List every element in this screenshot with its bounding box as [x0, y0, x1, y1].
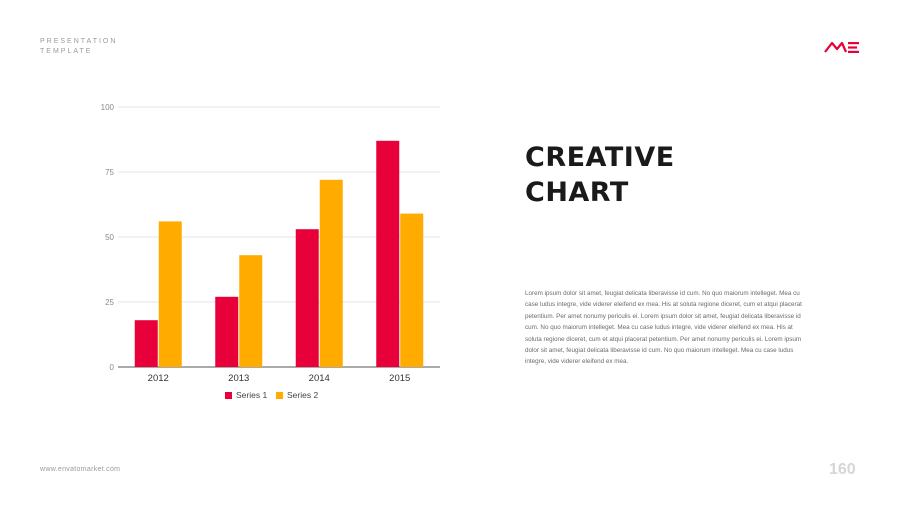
y-tick-label: 25	[105, 298, 114, 307]
bar-series2-2014	[319, 179, 343, 367]
bar-chart: 0 25 50 75 100 2012 2013 2014 2015 Series 1 Series…	[101, 103, 440, 400]
legend-label-series1: Series 1	[236, 390, 267, 400]
title-line1: CREATIVE	[525, 142, 675, 173]
y-tick-label: 50	[105, 233, 114, 242]
x-tick-label: 2012	[148, 373, 169, 384]
y-tick-label: 0	[110, 363, 115, 372]
x-tick-label: 2013	[228, 373, 249, 384]
bar-series1-2015	[376, 140, 400, 367]
bar-series1-2012	[134, 320, 158, 367]
legend-label-series2: Series 2	[287, 390, 318, 400]
brand-tagline-line2: TEMPLATE	[40, 48, 93, 55]
bar-series2-2013	[239, 255, 263, 367]
title-line2: CHART	[525, 177, 629, 208]
y-tick-label: 75	[105, 168, 114, 177]
page-number: 160	[829, 461, 856, 478]
bar-series1-2014	[295, 229, 319, 367]
footer-url[interactable]: www.envatomarket.com	[40, 466, 121, 473]
bar-series2-2015	[400, 213, 424, 367]
y-tick-label: 100	[101, 103, 115, 112]
legend-swatch-series1	[225, 392, 232, 399]
x-tick-label: 2014	[309, 373, 330, 384]
body-paragraph: Lorem ipsum dolor sit amet, feugiat deli…	[525, 290, 802, 366]
brand-tagline: PRESENTATION TEMPLATE	[40, 37, 117, 57]
bar-series1-2013	[215, 296, 239, 367]
legend-swatch-series2	[276, 392, 283, 399]
page-title: CREATIVE CHART	[525, 140, 675, 210]
me-logo-icon	[824, 41, 859, 53]
bar-series2-2012	[158, 221, 182, 367]
brand-tagline-line1: PRESENTATION	[40, 38, 118, 45]
x-tick-label: 2015	[389, 373, 410, 384]
